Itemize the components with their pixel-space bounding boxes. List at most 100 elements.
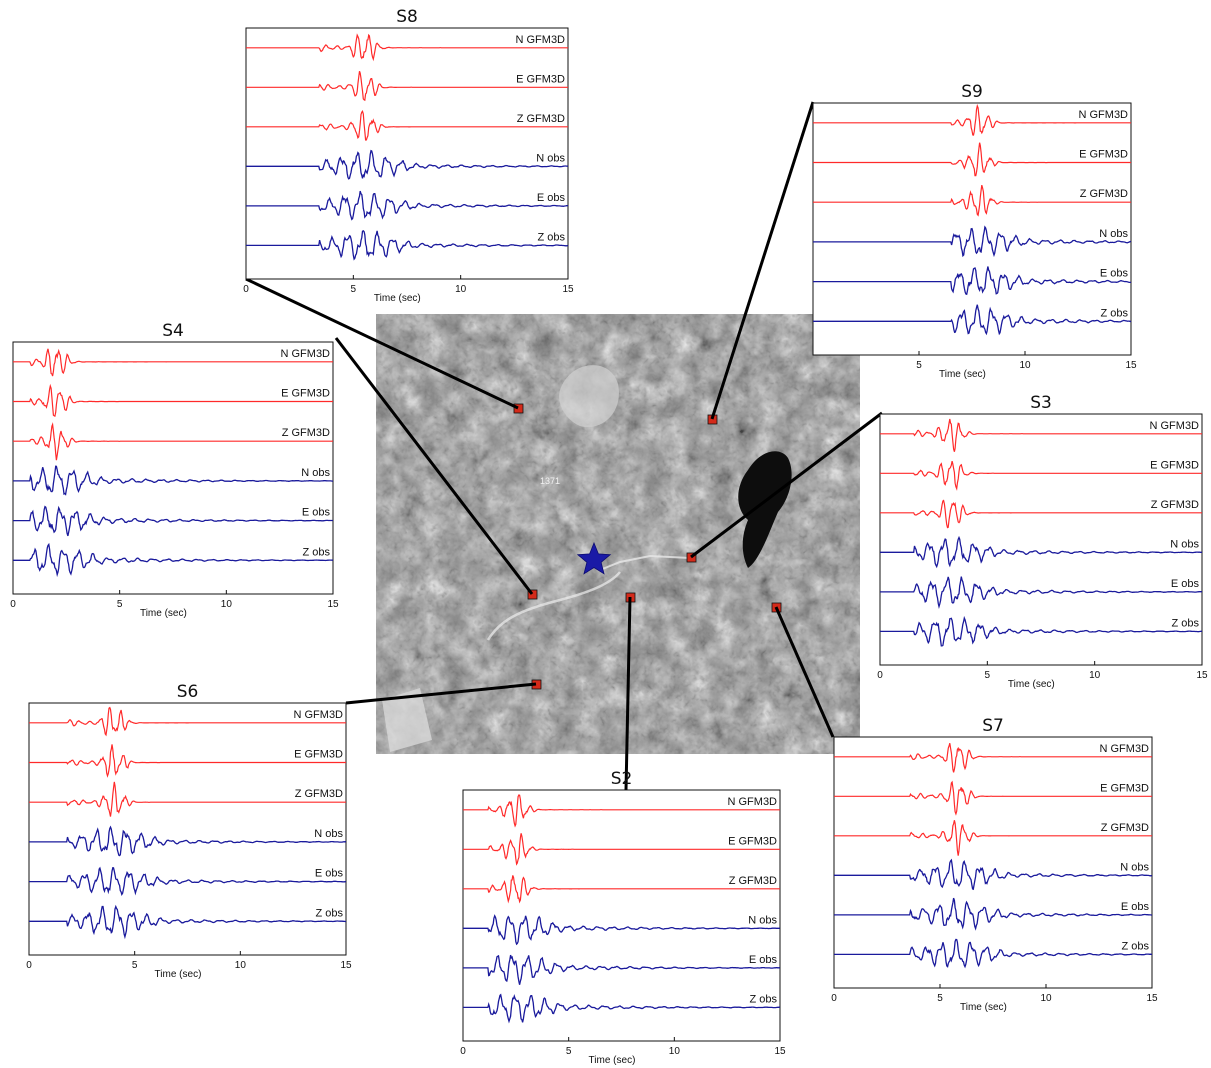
seismogram-trace [463, 875, 780, 904]
leader-line-s8 [245, 277, 519, 410]
x-tick-label: 10 [221, 599, 233, 610]
station-marker-s4 [527, 589, 538, 600]
trace-label: N obs [301, 467, 330, 479]
seismogram-trace [880, 576, 1203, 610]
seismogram-trace [463, 794, 780, 828]
x-tick-label: 15 [327, 599, 339, 610]
panel-title: S6 [177, 682, 199, 702]
seismogram-trace [246, 229, 569, 261]
seismogram-panel: S2 N GFM3D E GFM3D Z GFM3D N obs E obs Z obs 0 5… [460, 769, 786, 1066]
x-tick-label: 0 [460, 1046, 466, 1057]
trace-label: N obs [314, 828, 343, 840]
x-tick-label: 5 [985, 670, 991, 681]
x-tick-label: 15 [1125, 360, 1137, 371]
x-tick-label: 15 [774, 1046, 786, 1057]
leader-line-s4 [334, 337, 534, 595]
panel-title: S2 [611, 769, 633, 789]
map-peak-label: 1371 [540, 476, 560, 486]
seismogram-trace [880, 535, 1203, 569]
trace-label: N GFM3D [516, 34, 566, 46]
seismogram-trace [834, 743, 1152, 773]
panel-frame [833, 736, 1153, 989]
trace-label: E GFM3D [1150, 459, 1199, 471]
seismogram-trace [813, 304, 1132, 336]
trace-label: E GFM3D [728, 835, 777, 847]
x-tick-label: 0 [26, 960, 32, 971]
trace-label: Z obs [749, 993, 777, 1005]
x-tick-label: 5 [117, 599, 123, 610]
seismogram-trace [463, 833, 780, 866]
x-tick-label: 10 [1019, 360, 1031, 371]
trace-label: Z GFM3D [282, 427, 330, 439]
trace-label: Z GFM3D [1101, 822, 1149, 834]
trace-label: Z GFM3D [729, 875, 777, 887]
trace-label: N GFM3D [1150, 420, 1200, 432]
seismogram-panels: S8 N GFM3D E GFM3D Z GFM3D N obs E obs Z obs 0 5… [10, 7, 1208, 1066]
trace-label: E GFM3D [1100, 782, 1149, 794]
x-tick-label: 15 [562, 284, 574, 295]
leader-line-s2 [624, 596, 632, 791]
panel-title: S7 [982, 716, 1004, 736]
seismogram-trace [880, 615, 1202, 647]
x-axis-label: Time (sec) [1008, 679, 1055, 690]
trace-label: E obs [302, 507, 331, 519]
panel-title: S4 [162, 321, 184, 341]
map-crater [559, 365, 619, 428]
seismogram-trace [834, 858, 1153, 891]
leader-line-s3 [690, 411, 883, 559]
trace-label: Z obs [1121, 940, 1149, 952]
trace-label: E obs [537, 192, 566, 204]
trace-label: N GFM3D [294, 709, 344, 721]
leader-line-s9 [710, 101, 815, 420]
x-tick-label: 5 [351, 284, 357, 295]
x-tick-label: 0 [877, 670, 883, 681]
seismogram-trace [29, 781, 346, 817]
station-marker-s8 [513, 403, 524, 414]
map-field [382, 688, 432, 752]
seismogram-trace [463, 954, 780, 985]
panel-frame [462, 789, 781, 1042]
seismogram-trace [29, 825, 347, 857]
trace-label: Z obs [315, 907, 343, 919]
seismogram-trace [29, 706, 346, 737]
x-tick-label: 10 [455, 284, 467, 295]
x-tick-label: 10 [1040, 993, 1052, 1004]
seismogram-trace [246, 70, 568, 102]
panel-title: S9 [961, 82, 983, 102]
trace-label: N obs [1170, 538, 1199, 550]
trace-label: N obs [536, 152, 565, 164]
trace-label: Z GFM3D [1151, 499, 1199, 511]
trace-label: E GFM3D [281, 388, 330, 400]
x-tick-label: 0 [243, 284, 249, 295]
x-axis-label: Time (sec) [374, 293, 421, 304]
seismogram-trace [813, 225, 1132, 258]
trace-label: Z GFM3D [295, 788, 343, 800]
seismogram-trace [813, 142, 1131, 177]
trace-label: Z obs [1100, 307, 1128, 319]
seismogram-panel: S8 N GFM3D E GFM3D Z GFM3D N obs E obs Z obs 0 5… [243, 7, 574, 304]
panel-title: S3 [1030, 393, 1052, 413]
x-tick-label: 10 [669, 1046, 681, 1057]
seismogram-panel: S6 N GFM3D E GFM3D Z GFM3D N obs E obs Z obs 0 5… [26, 682, 352, 980]
map-lake [738, 451, 792, 568]
epicenter-star-icon [576, 541, 612, 575]
panel-frame [28, 702, 347, 956]
seismogram-panel: S4 N GFM3D E GFM3D Z GFM3D N obs E obs Z obs 0 5… [10, 321, 339, 619]
x-axis-label: Time (sec) [589, 1055, 636, 1066]
seismogram-trace [834, 780, 1152, 816]
seismogram-trace [880, 460, 1202, 491]
x-axis-label: Time (sec) [140, 608, 187, 619]
panel-title: S8 [396, 7, 418, 27]
map-road [486, 571, 621, 641]
seismogram-trace [246, 149, 568, 180]
map-road [599, 554, 691, 571]
x-tick-label: 15 [340, 960, 352, 971]
seismogram-trace [880, 418, 1202, 452]
trace-label: N obs [1120, 861, 1149, 873]
leader-lines [245, 101, 883, 791]
trace-label: N GFM3D [281, 348, 331, 360]
x-tick-label: 5 [916, 360, 922, 371]
trace-label: E GFM3D [1079, 149, 1128, 161]
seismogram-trace [463, 914, 781, 946]
x-tick-label: 15 [1196, 670, 1208, 681]
